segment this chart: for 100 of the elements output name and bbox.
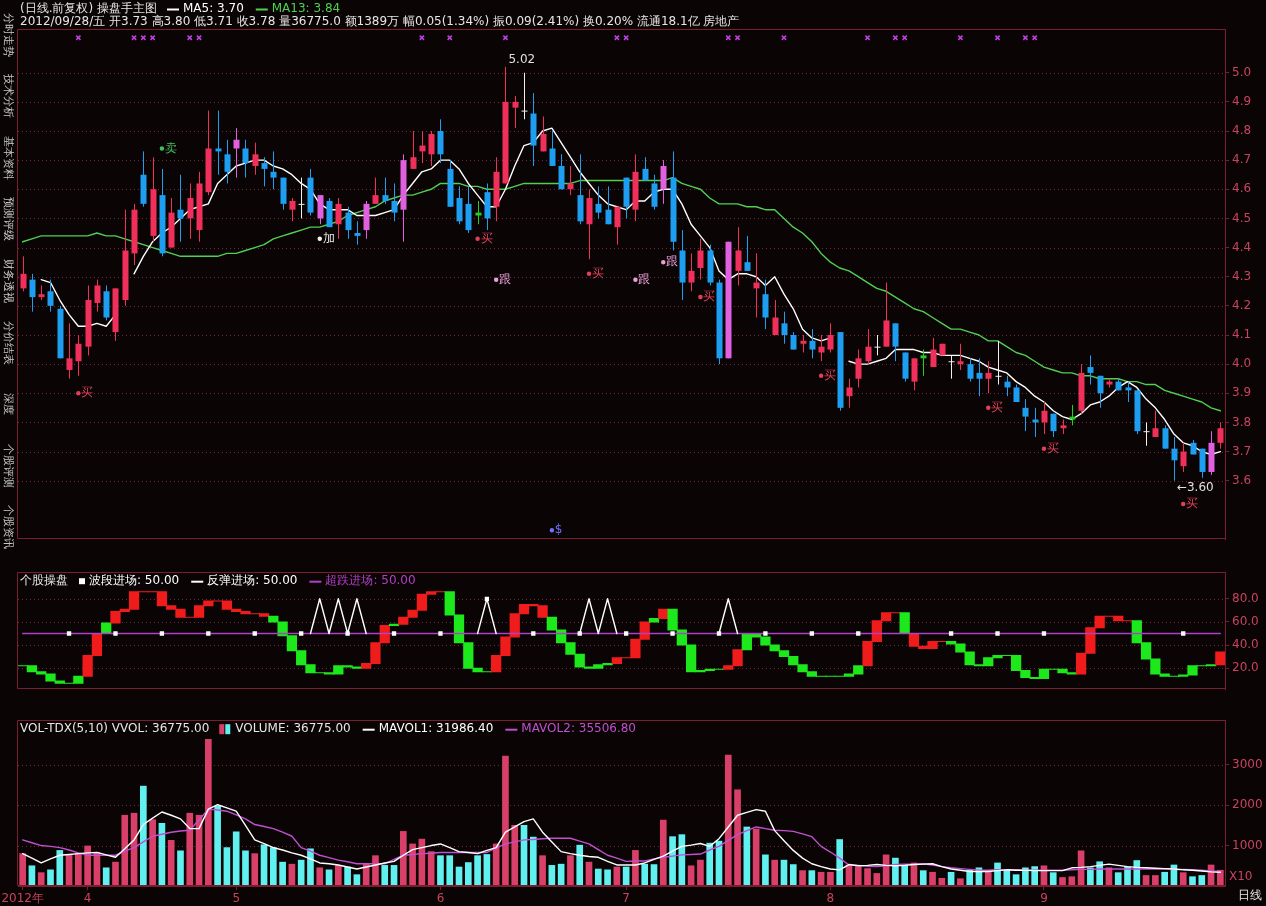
- candlestick: [521, 72, 528, 120]
- bar: [827, 871, 834, 886]
- text: 日线: [1238, 888, 1262, 903]
- bar: [1198, 875, 1206, 886]
- x-tick-label: 6: [436, 891, 445, 906]
- bar: [399, 831, 407, 886]
- y-tick-label: 4.8: [1232, 123, 1252, 138]
- bar: [697, 859, 704, 886]
- text: 财务透视: [2, 259, 16, 303]
- legend-label: VOLUME: 36775.00: [235, 721, 351, 736]
- bar: [1179, 872, 1187, 886]
- bar: [919, 870, 927, 886]
- bar: [279, 861, 286, 886]
- bar: [84, 845, 91, 886]
- y-tick-label: 40.0: [1232, 637, 1259, 652]
- bar: [474, 855, 481, 886]
- bar: [1215, 651, 1225, 666]
- text: 预测评级: [2, 197, 16, 242]
- candlestick: [1199, 448, 1206, 479]
- bar: [409, 843, 416, 886]
- y-tick-label: 3.6: [1232, 472, 1252, 487]
- bar: [344, 866, 351, 886]
- bar: [232, 831, 240, 886]
- text: 深度: [2, 393, 16, 416]
- bar: [669, 836, 676, 886]
- bar: [529, 836, 537, 886]
- bar: [1031, 866, 1038, 886]
- bar: [446, 855, 454, 886]
- bar: [511, 825, 519, 886]
- x-tick-label: 7: [622, 891, 630, 906]
- candlestick: [512, 95, 519, 129]
- y-axis-title: X10: [1229, 869, 1253, 884]
- legend-label: MA5: 3.70: [182, 1, 244, 16]
- candlestick: [29, 273, 36, 313]
- text: 技术分析: [2, 73, 16, 119]
- bar: [771, 859, 779, 886]
- bar: [270, 847, 277, 886]
- bar: [502, 755, 509, 886]
- bar: [242, 850, 249, 886]
- y-tick-label: 4.1: [1232, 327, 1252, 342]
- bar: [1068, 876, 1076, 886]
- y-tick-label: 3.9: [1232, 385, 1252, 400]
- y-tick-label: 1000: [1232, 837, 1263, 852]
- bar: [372, 855, 379, 886]
- bar: [334, 865, 342, 886]
- bar: [604, 869, 611, 886]
- y-tick-label: 4.2: [1232, 297, 1252, 312]
- candlestick: [540, 115, 547, 152]
- bar: [873, 873, 881, 886]
- bar: [957, 878, 964, 886]
- bar: [984, 871, 992, 886]
- candlestick: [20, 255, 27, 292]
- bar: [594, 868, 602, 886]
- bar: [836, 839, 844, 886]
- candlestick: [1217, 421, 1224, 450]
- chart-subtitle: 2012/09/28/五 开3.73 高3.80 低3.71 收3.78 量36775.0 额1389万 幅0.05(1.34%) 振0.09(2.41%) 换0.20% 流通18.1亿 房地产: [20, 14, 740, 29]
- y-tick-label: 4.7: [1232, 152, 1252, 167]
- bar: [724, 754, 732, 886]
- candlestick: [47, 279, 54, 313]
- bar: [901, 864, 909, 886]
- bar: [1114, 872, 1122, 886]
- bar: [641, 863, 649, 886]
- bar: [1049, 872, 1057, 886]
- bar: [464, 862, 472, 886]
- legend-label: 超跌进场: 50.00: [325, 573, 416, 588]
- x-tick-label: 8: [826, 891, 835, 906]
- bar: [140, 785, 147, 886]
- bar: [1022, 867, 1029, 886]
- y-tick-label: 4.9: [1232, 93, 1252, 108]
- y-tick-label: 4.3: [1232, 268, 1252, 283]
- bar: [56, 850, 64, 886]
- bar: [1152, 875, 1159, 886]
- y-tick-label: 4.5: [1232, 210, 1252, 225]
- x-tick-label: 4: [83, 891, 92, 906]
- bar: [899, 612, 910, 634]
- legend-label: MAVOL1: 31986.40: [378, 721, 494, 736]
- bar: [121, 814, 129, 886]
- bar: [762, 854, 769, 886]
- bar: [966, 869, 973, 886]
- y-tick-label: 3.8: [1232, 414, 1252, 429]
- bar: [47, 869, 54, 886]
- bar: [112, 861, 119, 886]
- y-tick-label: 5.0: [1232, 64, 1252, 79]
- bar: [75, 853, 82, 886]
- text: 分时走势: [2, 12, 16, 57]
- y-tick-label: 20.0: [1232, 660, 1259, 675]
- y-tick-label: 2000: [1232, 797, 1263, 812]
- chart-title: VOL-TDX(5,10) VVOL: 36775.00: [20, 721, 210, 736]
- bar: [789, 864, 797, 886]
- bar: [381, 865, 389, 886]
- bar: [706, 842, 714, 886]
- bar: [1189, 876, 1196, 886]
- bar: [929, 871, 936, 886]
- bar: [102, 867, 110, 886]
- bar: [632, 850, 639, 886]
- text: 5.02: [508, 52, 536, 67]
- bar: [892, 857, 899, 886]
- bar: [186, 812, 194, 886]
- bar: [938, 877, 946, 886]
- bar: [539, 855, 546, 886]
